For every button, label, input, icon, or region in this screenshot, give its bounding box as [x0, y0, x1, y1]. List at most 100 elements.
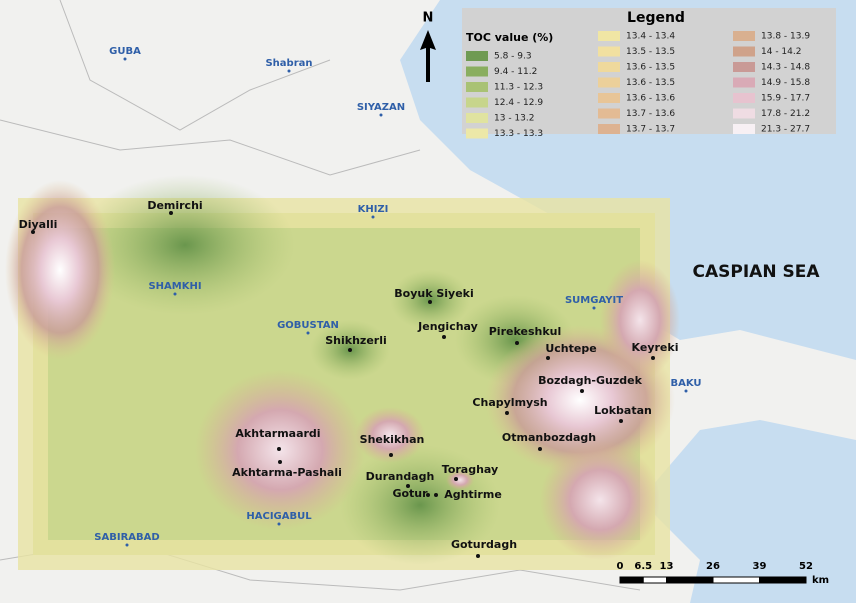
legend-swatch [466, 128, 488, 139]
legend-title: Legend [627, 10, 685, 26]
legend-label: 13.6 - 13.6 [626, 94, 675, 104]
site-label: Goturdagh [451, 538, 517, 551]
legend-label: 13.6 - 13.5 [626, 63, 675, 73]
scale-tick-label: 6.5 [634, 561, 652, 572]
site-dot [348, 348, 352, 352]
legend-label: 13.7 - 13.7 [626, 125, 675, 135]
legend-swatch [466, 66, 488, 77]
site-label: Shekikhan [360, 433, 425, 446]
site-dot [546, 356, 550, 360]
sea-label: CASPIAN SEA [693, 262, 821, 282]
site-dot [31, 230, 35, 234]
site-label: Pirekeshkul [489, 325, 562, 338]
legend-label: 12.4 - 12.9 [494, 98, 543, 108]
site-label: Akhtarma-Pashali [232, 466, 342, 479]
scale-tick-label: 26 [706, 561, 720, 572]
legend-swatch [598, 124, 620, 134]
legend-swatch [733, 31, 755, 41]
scale-tick-label: 13 [660, 561, 674, 572]
legend-label: 13.4 - 13.4 [626, 32, 675, 42]
legend-label: 17.8 - 21.2 [761, 109, 810, 119]
region-label: SHAMKHI [148, 281, 201, 292]
legend-swatch [598, 46, 620, 57]
scale-segment [666, 577, 713, 583]
site-label: Uchtepe [545, 342, 596, 355]
site-dot [406, 484, 410, 488]
legend-swatch [733, 108, 755, 119]
site-dot [169, 211, 173, 215]
region-dot [123, 57, 127, 61]
scale-segment [759, 577, 806, 583]
legend-swatch [733, 46, 755, 57]
legend-label: 15.9 - 17.7 [761, 94, 810, 104]
legend-label: 13.3 - 13.3 [494, 129, 543, 139]
region-dot [125, 543, 129, 547]
site-dot [428, 300, 432, 304]
region-label: GUBA [109, 46, 141, 57]
site-label: Otmanbozdagh [502, 431, 596, 444]
legend-swatch [598, 108, 620, 119]
site-dot [434, 493, 438, 497]
region-dot [277, 522, 281, 526]
legend-swatch [466, 97, 488, 108]
site-label: Chapylmysh [472, 396, 547, 409]
region-label: Shabran [265, 58, 312, 69]
legend-label: 14.3 - 14.8 [761, 63, 810, 73]
site-dot [278, 460, 282, 464]
region-dot [379, 113, 383, 117]
legend-swatch [598, 93, 620, 103]
legend-label: 9.4 - 11.2 [494, 67, 537, 77]
site-dot [389, 453, 393, 457]
site-label: Jengichay [417, 320, 478, 333]
region-label: SIYAZAN [357, 102, 405, 113]
site-label: Gotur [392, 487, 428, 500]
legend-swatch [733, 62, 755, 72]
site-label: Demirchi [147, 199, 202, 212]
legend-label: 5.8 - 9.3 [494, 52, 532, 62]
region-dot [173, 292, 177, 296]
region-label: KHIZI [358, 204, 389, 215]
region-dot [371, 215, 375, 219]
legend-label: 13.5 - 13.5 [626, 47, 675, 57]
site-label: Akhtarmaardi [235, 427, 320, 440]
region-dot [592, 306, 596, 310]
site-dot [426, 493, 430, 497]
legend-subtitle: TOC value (%) [466, 31, 553, 44]
legend-swatch [733, 77, 755, 88]
toc-surface [5, 175, 680, 570]
legend-label: 13.8 - 13.9 [761, 32, 810, 42]
site-label: Shikhzerli [325, 334, 387, 347]
legend-label: 21.3 - 27.7 [761, 125, 810, 135]
site-label: Bozdagh-Guzdek [538, 374, 643, 387]
site-dot [538, 447, 542, 451]
site-dot [476, 554, 480, 558]
legend-swatch [598, 31, 620, 41]
region-label: GOBUSTAN [277, 320, 339, 331]
legend-label: 13.7 - 13.6 [626, 109, 675, 119]
north-label: N [423, 11, 434, 26]
legend-label: 14 - 14.2 [761, 47, 801, 57]
scale-tick-label: 39 [753, 561, 767, 572]
legend-label: 14.9 - 15.8 [761, 78, 810, 88]
site-dot [515, 341, 519, 345]
site-dot [505, 411, 509, 415]
site-dot [651, 356, 655, 360]
site-label: Lokbatan [594, 404, 652, 417]
site-dot [580, 389, 584, 393]
legend-swatch [733, 93, 755, 103]
legend-label: 13.6 - 13.5 [626, 78, 675, 88]
legend-swatch [466, 51, 488, 61]
region-dot [287, 69, 291, 73]
legend-swatch [733, 124, 755, 134]
region-dot [306, 331, 310, 335]
region-label: SABIRABAD [94, 532, 159, 543]
region-dot [684, 389, 688, 393]
site-dot [442, 335, 446, 339]
site-dot [619, 419, 623, 423]
site-label: Diyalli [19, 218, 58, 231]
site-label: Aghtirme [444, 488, 502, 501]
site-label: Toraghay [442, 463, 498, 476]
site-dot [454, 477, 458, 481]
region-label: SUMGAYIT [565, 295, 623, 306]
